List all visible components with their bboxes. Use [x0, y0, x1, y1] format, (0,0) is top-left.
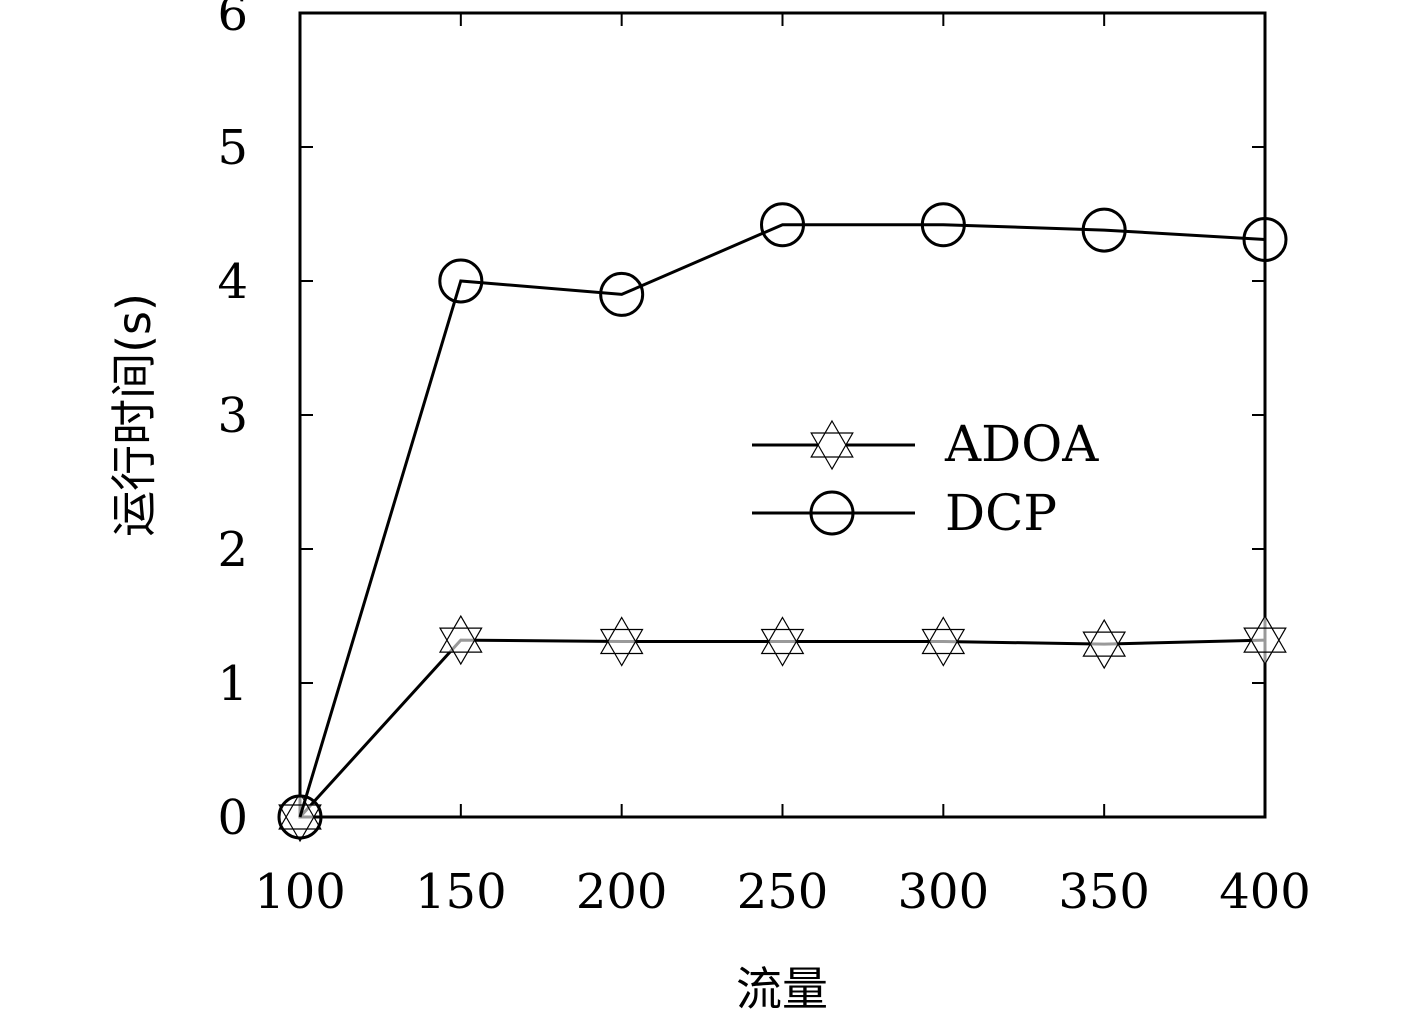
legend: ADOA DCP [752, 415, 1099, 542]
data-point-dcp [760, 202, 805, 248]
data-point-adoa [921, 616, 966, 667]
y-tick-label: 4 [217, 254, 248, 310]
axis-ticks [299, 12, 1266, 818]
series-line-dcp [298, 223, 1266, 818]
y-tick-label: 0 [217, 790, 248, 846]
series-layer [277, 202, 1288, 843]
data-point-dcp [1242, 216, 1288, 262]
data-point-adoa [760, 616, 805, 667]
x-axis-title: 流量 [736, 962, 828, 1016]
x-tick-label: 400 [1219, 864, 1311, 920]
tick-labels: 100 150 200 250 300 350 400 0 1 2 3 4 5 6 [217, 0, 1310, 920]
x-tick-label: 100 [254, 864, 346, 920]
data-point-dcp [920, 202, 966, 248]
legend-marker-dcp [809, 490, 855, 536]
plot-frame [298, 11, 1267, 819]
y-tick-label: 5 [217, 120, 248, 176]
legend-star-shape [810, 419, 854, 471]
data-point-adoa [438, 614, 483, 666]
y-tick-label: 2 [217, 522, 248, 578]
x-tick-label: 350 [1058, 864, 1150, 920]
y-axis-title: 运行时间(s) [107, 293, 161, 537]
data-point-adoa [599, 616, 644, 667]
x-tick-label: 150 [415, 864, 507, 920]
x-tick-label: 300 [898, 864, 990, 920]
legend-label-adoa: ADOA [944, 415, 1099, 473]
data-point-dcp [438, 258, 484, 304]
data-point-adoa [1243, 614, 1287, 666]
y-tick-label: 6 [217, 0, 248, 42]
data-point-dcp [1081, 207, 1127, 253]
y-tick-label: 1 [217, 656, 248, 712]
data-point-dcp [277, 794, 323, 840]
legend-label-dcp: DCP [945, 484, 1057, 542]
x-tick-label: 200 [576, 864, 668, 920]
x-tick-label: 250 [737, 864, 829, 920]
data-point-adoa [1082, 618, 1127, 670]
legend-marker-adoa [810, 419, 854, 471]
data-point-dcp [599, 271, 645, 317]
y-tick-label: 3 [217, 388, 248, 444]
